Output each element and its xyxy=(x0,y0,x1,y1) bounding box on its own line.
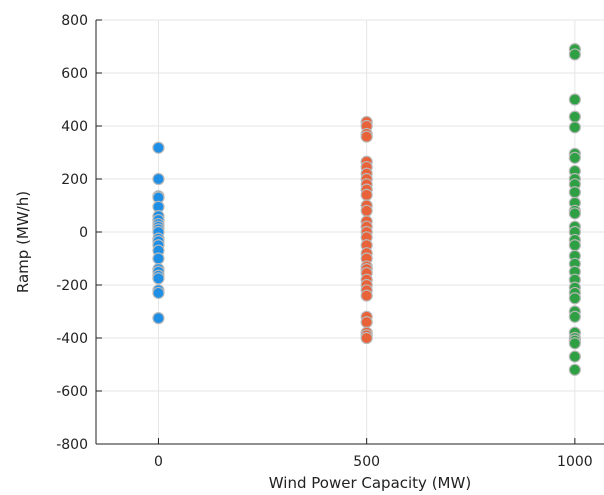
x-axis-label: Wind Power Capacity (MW) xyxy=(269,474,471,492)
data-point-series-2 xyxy=(360,204,373,217)
y-tick-label: 600 xyxy=(61,66,88,82)
y-tick-label: -200 xyxy=(56,278,88,294)
data-point-series-3 xyxy=(568,93,581,106)
data-points xyxy=(152,43,581,376)
data-point-series-1 xyxy=(152,286,165,300)
data-point-series-2 xyxy=(360,130,373,143)
data-point-series-3 xyxy=(568,310,581,323)
data-point-series-3 xyxy=(568,350,581,363)
y-tick-label: -800 xyxy=(56,437,88,453)
data-point-series-2 xyxy=(360,289,373,302)
data-point-series-3 xyxy=(568,239,581,252)
data-point-series-3 xyxy=(568,186,581,199)
y-tick-label: -600 xyxy=(56,384,88,400)
y-tick-label: 400 xyxy=(61,119,88,135)
y-tick-label: 200 xyxy=(61,172,88,188)
data-point-series-3 xyxy=(568,48,581,61)
data-point-series-3 xyxy=(568,337,581,350)
y-tick-label: 800 xyxy=(61,13,88,29)
data-point-series-3 xyxy=(568,151,581,164)
data-point-series-1 xyxy=(152,172,165,186)
y-tick-label: -400 xyxy=(56,331,88,347)
x-tick-label: 0 xyxy=(154,454,163,470)
data-point-series-3 xyxy=(568,363,581,376)
x-tick-label: 500 xyxy=(353,454,380,470)
axes: -800 -600 -400 -200 0 200 400 600 800 0 500 1000 xyxy=(56,13,604,470)
data-point-series-1 xyxy=(152,252,165,265)
data-point-series-1 xyxy=(152,272,165,285)
grid xyxy=(96,19,604,445)
data-point-series-1 xyxy=(152,141,165,154)
x-tick-label: 1000 xyxy=(557,454,593,470)
data-point-series-3 xyxy=(568,207,581,220)
data-point-series-3 xyxy=(568,110,581,123)
data-point-series-2 xyxy=(360,331,373,345)
data-point-series-1 xyxy=(152,312,165,325)
data-point-series-2 xyxy=(360,316,373,329)
data-point-series-3 xyxy=(568,292,581,305)
data-point-series-2 xyxy=(360,188,373,201)
data-point-series-3 xyxy=(568,121,581,134)
y-axis-label: Ramp (MW/h) xyxy=(14,191,32,293)
y-tick-label: 0 xyxy=(79,225,88,241)
